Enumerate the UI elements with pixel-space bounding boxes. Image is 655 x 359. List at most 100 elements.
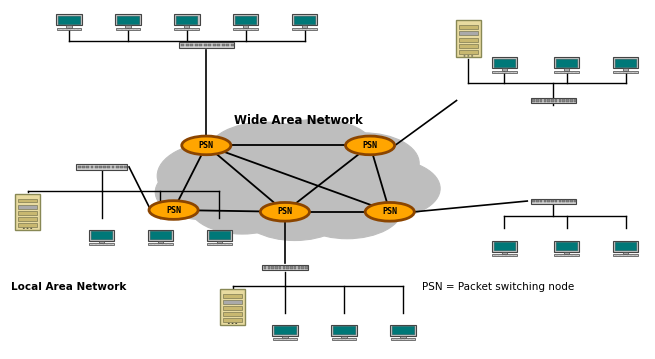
FancyBboxPatch shape <box>174 14 200 25</box>
Bar <box>223 318 242 322</box>
Bar <box>574 99 576 102</box>
Bar <box>559 99 561 102</box>
Bar <box>268 266 270 269</box>
Circle shape <box>189 175 296 234</box>
Bar <box>18 211 37 215</box>
Bar <box>272 338 297 340</box>
Bar <box>613 71 638 73</box>
Bar <box>125 25 130 28</box>
Circle shape <box>23 228 25 229</box>
Bar <box>623 252 628 254</box>
FancyBboxPatch shape <box>456 20 481 57</box>
Bar <box>279 266 282 269</box>
Bar <box>226 43 229 46</box>
Bar <box>99 241 104 243</box>
Bar <box>185 43 189 46</box>
Bar <box>623 69 628 71</box>
Bar <box>341 336 346 338</box>
Bar <box>283 266 285 269</box>
Circle shape <box>235 323 237 324</box>
Bar <box>56 28 81 30</box>
Bar <box>213 43 215 46</box>
Bar <box>564 252 569 254</box>
FancyBboxPatch shape <box>333 326 354 334</box>
FancyBboxPatch shape <box>179 42 234 48</box>
Bar <box>570 99 572 102</box>
FancyBboxPatch shape <box>494 242 515 250</box>
Circle shape <box>471 55 473 56</box>
Bar <box>533 200 535 202</box>
Bar <box>536 99 538 102</box>
FancyBboxPatch shape <box>272 325 298 336</box>
FancyBboxPatch shape <box>88 230 115 241</box>
Bar <box>533 99 535 102</box>
FancyBboxPatch shape <box>553 57 580 69</box>
Bar <box>554 71 579 73</box>
Bar <box>540 200 542 202</box>
Ellipse shape <box>365 202 414 221</box>
Bar <box>18 223 37 227</box>
Bar <box>555 99 557 102</box>
Bar <box>103 166 106 168</box>
Bar <box>536 200 538 202</box>
FancyBboxPatch shape <box>274 326 295 334</box>
Bar <box>120 166 123 168</box>
FancyBboxPatch shape <box>262 265 308 270</box>
Bar <box>297 266 300 269</box>
Circle shape <box>229 140 380 223</box>
Bar <box>544 99 546 102</box>
FancyBboxPatch shape <box>233 14 259 25</box>
Bar <box>458 25 478 29</box>
Circle shape <box>228 323 230 324</box>
Bar <box>181 43 184 46</box>
FancyBboxPatch shape <box>15 194 40 230</box>
Circle shape <box>291 178 403 239</box>
Bar <box>82 166 85 168</box>
Circle shape <box>206 122 324 187</box>
Bar <box>18 217 37 221</box>
FancyBboxPatch shape <box>612 57 639 69</box>
Bar <box>301 266 304 269</box>
Circle shape <box>333 159 440 218</box>
Bar <box>95 166 98 168</box>
Bar <box>199 43 202 46</box>
Bar <box>570 200 572 202</box>
Text: PSN = Packet switching node: PSN = Packet switching node <box>422 282 574 292</box>
FancyBboxPatch shape <box>206 230 233 241</box>
FancyBboxPatch shape <box>220 289 245 325</box>
FancyBboxPatch shape <box>58 16 79 24</box>
Bar <box>559 200 561 202</box>
FancyBboxPatch shape <box>491 241 517 252</box>
Bar <box>217 241 222 243</box>
FancyBboxPatch shape <box>615 242 636 250</box>
Bar <box>148 243 173 245</box>
Bar <box>302 25 307 28</box>
Circle shape <box>260 119 375 182</box>
FancyBboxPatch shape <box>556 242 577 250</box>
Bar <box>294 266 297 269</box>
Bar <box>223 306 242 310</box>
FancyBboxPatch shape <box>76 164 127 170</box>
Text: Wide Area Network: Wide Area Network <box>234 114 362 127</box>
Bar <box>158 241 163 243</box>
FancyBboxPatch shape <box>150 231 171 239</box>
Circle shape <box>30 228 32 229</box>
Bar <box>204 43 206 46</box>
Bar <box>223 312 242 316</box>
Bar <box>18 199 37 202</box>
Bar <box>111 166 115 168</box>
Bar <box>233 28 258 30</box>
Bar <box>548 200 550 202</box>
Bar <box>99 166 102 168</box>
Bar <box>223 294 242 298</box>
Text: PSN: PSN <box>363 141 377 150</box>
Bar <box>551 99 553 102</box>
Bar <box>90 166 94 168</box>
Bar <box>563 99 565 102</box>
FancyBboxPatch shape <box>147 230 174 241</box>
Bar <box>124 166 127 168</box>
Circle shape <box>467 55 470 56</box>
Bar <box>563 200 565 202</box>
Bar <box>282 336 288 338</box>
Bar <box>86 166 89 168</box>
